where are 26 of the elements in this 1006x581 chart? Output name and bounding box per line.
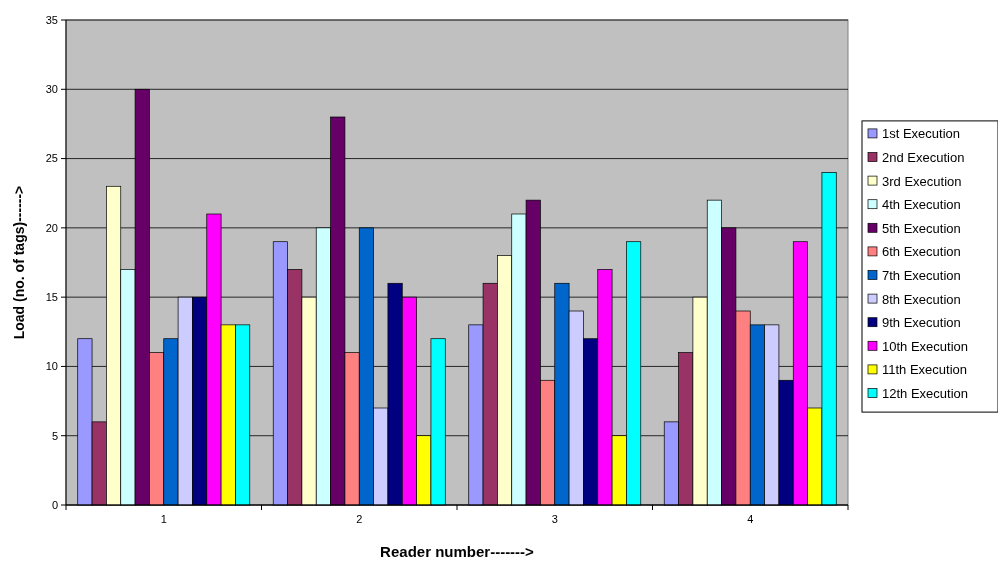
y-tick-label: 25: [45, 152, 58, 165]
legend-label: 8th Execution: [882, 291, 961, 307]
y-tick-label: 15: [45, 290, 58, 303]
y-tick-label: 30: [45, 83, 58, 96]
legend-label: 5th Execution: [882, 220, 961, 236]
x-tick-label: 3: [551, 513, 558, 525]
legend-label: 10th Execution: [882, 338, 969, 354]
legend-label: 12th Execution: [882, 386, 969, 402]
legend-label: 6th Execution: [882, 244, 961, 260]
y-tick-label: 20: [45, 221, 58, 234]
legend-label: 7th Execution: [882, 268, 961, 284]
x-tick-label: 2: [356, 513, 363, 525]
legend-label: 9th Execution: [882, 315, 961, 331]
legend-label: 2nd Execution: [882, 150, 965, 166]
y-tick-label: 35: [45, 13, 58, 26]
x-tick-label: 1: [160, 513, 167, 525]
x-axis-title: Reader number------->: [380, 543, 535, 560]
y-tick-label: 0: [51, 498, 58, 511]
y-tick-label: 5: [51, 429, 58, 442]
legend-label: 3rd Execution: [882, 173, 962, 189]
y-tick-label: 10: [45, 360, 58, 373]
legend-label: 1st Execution: [882, 126, 961, 142]
legend-label: 11th Execution: [882, 362, 968, 378]
x-tick-label: 4: [747, 513, 754, 525]
y-axis-title: Load (no. of tags)------>: [11, 185, 27, 340]
legend-label: 4th Execution: [882, 197, 961, 213]
